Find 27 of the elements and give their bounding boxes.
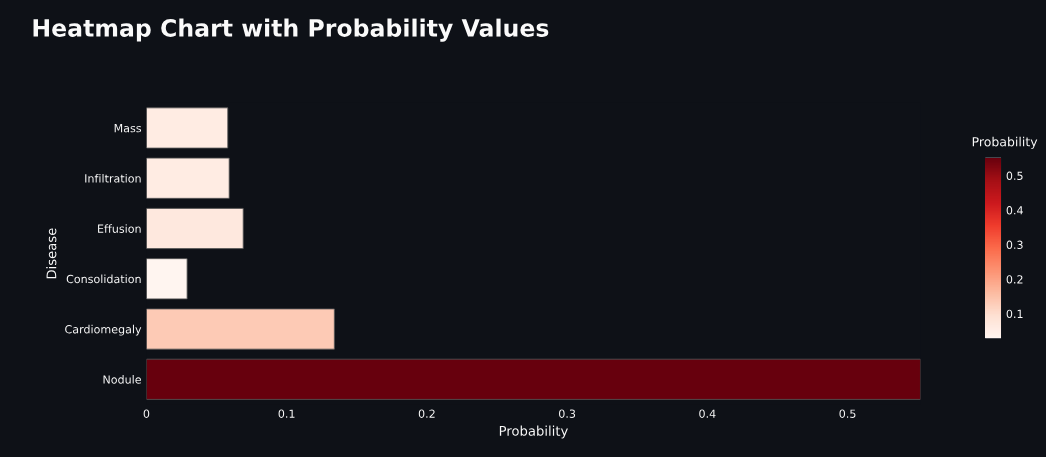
x-tick-label: 0.4 bbox=[699, 409, 716, 418]
color-bar-label: 0.2 bbox=[1006, 275, 1023, 284]
x-tick-label: 0.3 bbox=[559, 409, 576, 418]
color-bar-label: 0.3 bbox=[1006, 240, 1023, 250]
bar bbox=[146, 258, 188, 300]
bar bbox=[146, 207, 244, 250]
y-tick-label: Nodule bbox=[103, 375, 141, 384]
y-tick-label: Mass bbox=[114, 124, 142, 133]
y-axis-title: Disease bbox=[46, 228, 57, 279]
y-tick-label: Cardiomegaly bbox=[65, 324, 142, 336]
y-tick-label: Consolidation bbox=[66, 274, 141, 284]
color-bar-label: 0.1 bbox=[1006, 309, 1023, 319]
chart-title: Heatmap Chart with Probability Values bbox=[33, 18, 549, 42]
bar bbox=[146, 358, 921, 400]
x-tick-label: 0.1 bbox=[278, 409, 295, 418]
color-bar-label: 0.4 bbox=[1006, 206, 1023, 215]
bar bbox=[146, 157, 230, 199]
x-tick-label: 0 bbox=[143, 409, 150, 418]
color-bar-label: 0.5 bbox=[1006, 171, 1023, 180]
x-axis-title: Probability bbox=[499, 425, 568, 439]
y-tick-label: Effusion bbox=[98, 224, 141, 233]
bar bbox=[146, 308, 335, 350]
bar bbox=[146, 107, 229, 149]
y-tick-label: Infiltration bbox=[85, 174, 141, 183]
color-bar-title: Probability bbox=[972, 136, 1038, 149]
x-tick-label: 0.2 bbox=[418, 409, 435, 418]
x-tick-label: 0.5 bbox=[839, 409, 856, 418]
